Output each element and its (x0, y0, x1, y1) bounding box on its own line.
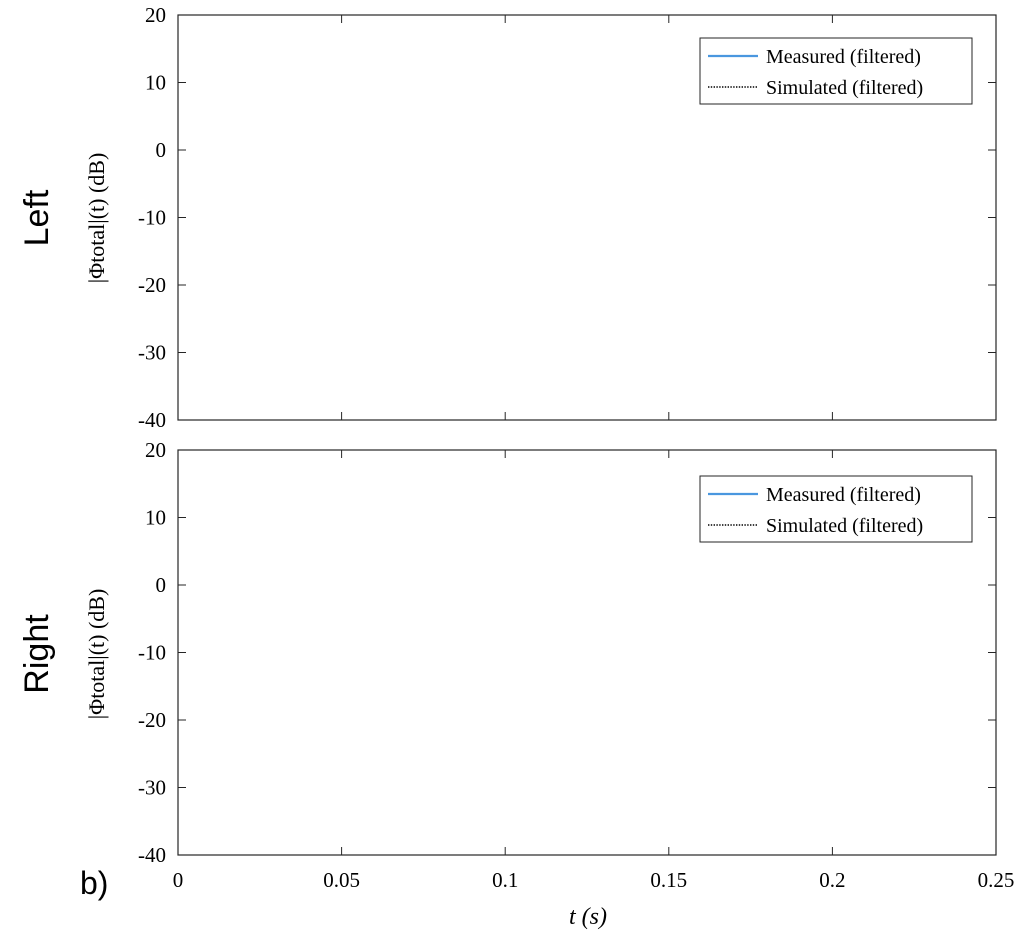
legend-box (699, 475, 973, 543)
y-tick-label: -10 (138, 641, 166, 665)
panel-side-label: Right (18, 614, 56, 694)
x-tick-label: 0.05 (323, 868, 360, 892)
y-tick-label: -40 (138, 408, 166, 432)
y-axis-label: |Φtotal|(t) (dB) (84, 589, 109, 720)
y-tick-label: 0 (156, 138, 167, 162)
legend-entry-label: Simulated (filtered) (766, 77, 923, 99)
legend-entry-label: Measured (filtered) (766, 484, 921, 506)
x-tick-label: 0.1 (492, 868, 518, 892)
x-axis-label: t (s) (569, 904, 607, 930)
y-tick-label: 10 (145, 71, 166, 95)
legend-entry-label: Simulated (filtered) (766, 515, 923, 537)
legend-box (699, 37, 973, 105)
panel-right: 20 10 0 -10 -20 -30 -40 0 0.05 0.1 0.15 0.2 0.25 |Φto… (18, 438, 1014, 892)
y-axis-label: |Φtotal|(t) (dB) (84, 153, 109, 284)
y-tick-label: 10 (145, 506, 166, 530)
x-tick-label: 0.15 (650, 868, 687, 892)
y-tick-label: -30 (138, 776, 166, 800)
y-tick-label: -10 (138, 206, 166, 230)
y-tick-label: 20 (145, 438, 166, 462)
y-tick-label: 20 (145, 3, 166, 27)
x-tick-label: 0.2 (819, 868, 845, 892)
x-tick-label: 0 (173, 868, 184, 892)
panel-left: 20 10 0 -10 -20 -30 -40 |Φtotal|(t) (dB) Left Mea… (18, 3, 997, 432)
x-tick-label: 0.25 (978, 868, 1015, 892)
y-tick-label: -20 (138, 708, 166, 732)
figure-annotations: b) t (s) (80, 865, 607, 930)
y-tick-label: -30 (138, 341, 166, 365)
legend: Measured (filtered) Simulated (filtered) (699, 37, 973, 105)
legend: Measured (filtered) Simulated (filtered) (699, 475, 973, 543)
legend-entry-label: Measured (filtered) (766, 46, 921, 68)
panel-side-label: Left (18, 189, 56, 246)
y-tick-label: -20 (138, 273, 166, 297)
panel-letter: b) (80, 865, 108, 901)
y-tick-label: 0 (156, 573, 167, 597)
y-tick-label: -40 (138, 843, 166, 867)
